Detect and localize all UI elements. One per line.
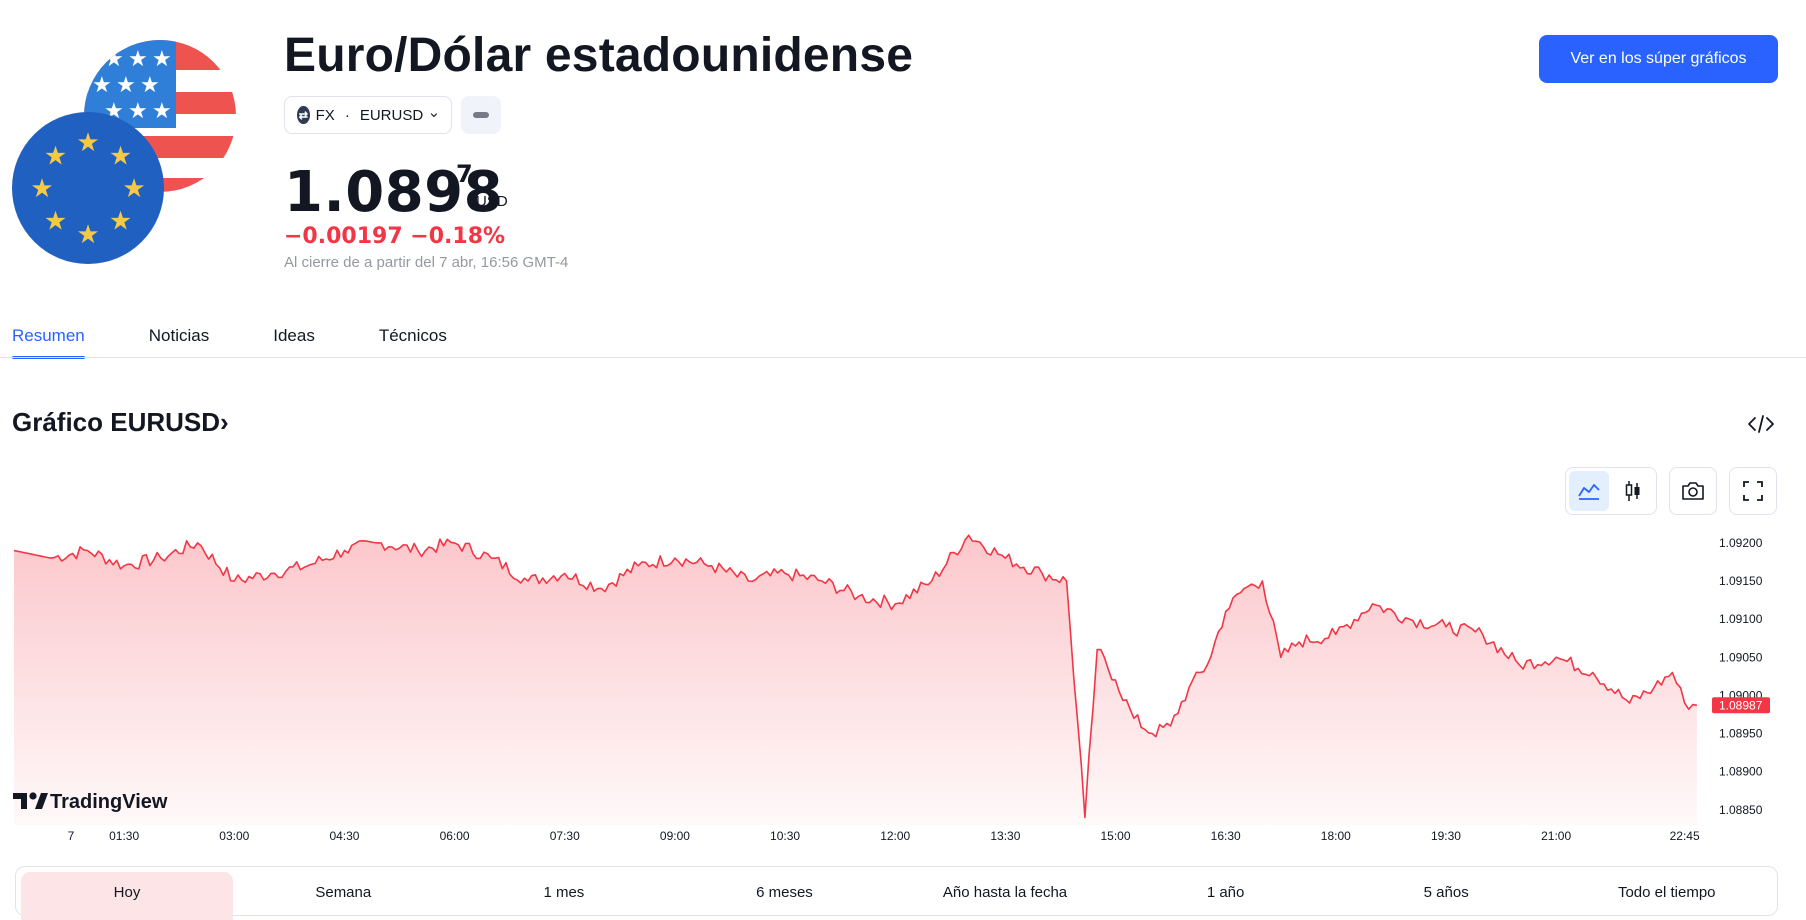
eu-star-icon: ★	[76, 128, 99, 158]
separator-dot: ·	[344, 106, 350, 124]
range-6-months[interactable]: 6 meses	[756, 884, 813, 901]
snapshot-button[interactable]	[1669, 467, 1717, 515]
x-tick-label: 22:45	[1670, 829, 1700, 843]
candlestick-chart-button[interactable]	[1613, 471, 1653, 511]
chart-title-link[interactable]: Gráfico EURUSD›	[12, 407, 229, 438]
eu-star-icon: ★	[44, 207, 67, 237]
svg-text:★: ★	[128, 47, 148, 72]
x-tick-label: 06:00	[440, 829, 470, 843]
exchange-label: FX	[315, 106, 335, 124]
x-tick-label: 21:00	[1541, 829, 1571, 843]
tab-tecnicos[interactable]: Técnicos	[378, 326, 447, 345]
page-title: Euro/Dólar estadounidense	[284, 29, 914, 82]
y-tick-label: 1.09200	[1719, 536, 1763, 550]
y-tick-label: 1.08950	[1719, 727, 1763, 741]
fullscreen-icon	[1743, 481, 1763, 501]
eu-star-icon: ★	[76, 220, 99, 250]
x-tick-label: 10:30	[770, 829, 800, 843]
area-chart-icon	[1578, 484, 1600, 500]
time-range-bar: Hoy Semana 1 mes 6 meses Año hasta la fe…	[15, 866, 1778, 920]
y-tick-label: 1.08850	[1719, 803, 1763, 817]
eu-star-icon: ★	[109, 207, 132, 237]
svg-text:★: ★	[152, 47, 172, 72]
last-price-marker	[1712, 697, 1770, 714]
market-status-button[interactable]	[461, 96, 501, 134]
x-tick-label: 07:30	[550, 829, 580, 843]
fullscreen-button[interactable]	[1729, 467, 1777, 515]
x-tick-label: 04:30	[329, 829, 359, 843]
price-currency: USD	[476, 193, 508, 210]
close-note: Al cierre de a partir del 7 abr, 16:56 G…	[284, 254, 569, 271]
eu-star-icon: ★	[30, 174, 53, 204]
watermark-text: TradingView	[50, 791, 168, 813]
exchange-badge-icon: ⇄	[297, 106, 310, 124]
chart-type-toggle	[1565, 467, 1657, 515]
range-all-time[interactable]: Todo el tiempo	[1617, 884, 1716, 901]
x-tick-label: 12:00	[880, 829, 910, 843]
price-line	[13, 534, 1698, 819]
y-tick-label: 1.09150	[1719, 574, 1763, 588]
eu-star-icon: ★	[109, 141, 132, 171]
svg-text:★: ★	[104, 47, 124, 72]
eu-star-icon: ★	[122, 174, 145, 204]
tab-bar: Resumen Noticias Ideas Técnicos	[12, 318, 447, 359]
x-tick-label: 15:00	[1101, 829, 1131, 843]
tab-ideas[interactable]: Ideas	[273, 326, 315, 345]
tradingview-logo-icon	[13, 792, 48, 809]
open-supercharts-button[interactable]: Ver en los súper gráficos	[1539, 35, 1778, 83]
tab-noticias[interactable]: Noticias	[148, 326, 210, 345]
tradingview-watermark: TradingView	[13, 791, 168, 813]
x-tick-label: 7	[68, 829, 75, 843]
svg-text:★: ★	[116, 73, 136, 98]
svg-text:★: ★	[92, 73, 112, 98]
last-price-label: 1.08987	[1719, 698, 1763, 712]
svg-text:★: ★	[152, 99, 172, 124]
range-5-years[interactable]: 5 años	[1423, 884, 1469, 901]
symbol-selector[interactable]: ⇄ FX · EURUSD	[284, 96, 452, 134]
price-area-fill	[14, 535, 1697, 825]
range-1-month[interactable]: 1 mes	[543, 884, 585, 901]
y-tick-label: 1.08900	[1719, 765, 1763, 779]
eu-flag-icon: ★ ★★★★★★★	[12, 112, 164, 264]
chevron-down-icon	[430, 113, 438, 118]
tab-resumen[interactable]: Resumen	[12, 318, 85, 359]
x-tick-label: 13:30	[990, 829, 1020, 843]
x-tick-label: 18:00	[1321, 829, 1351, 843]
y-tick-label: 1.09050	[1719, 650, 1763, 664]
eu-star-icon: ★	[44, 141, 67, 171]
x-tick-label: 09:00	[660, 829, 690, 843]
price-chart[interactable]: 1.092001.091501.091001.090501.090001.089…	[0, 520, 1806, 860]
price-main: 1.0898	[284, 160, 504, 225]
x-tick-label: 03:00	[219, 829, 249, 843]
chart-title: Gráfico EURUSD	[12, 407, 221, 437]
x-tick-label: 19:30	[1431, 829, 1461, 843]
range-week[interactable]: Semana	[315, 884, 372, 901]
tabs-divider	[0, 357, 1806, 358]
area-chart-button[interactable]	[1569, 471, 1609, 511]
market-status-icon	[473, 112, 489, 118]
symbol-label: EURUSD	[359, 106, 424, 124]
range-ytd[interactable]: Año hasta la fecha	[942, 884, 1068, 901]
range-today[interactable]: Hoy	[21, 872, 233, 920]
price-superscript: 7	[456, 160, 473, 188]
range-1-year[interactable]: 1 año	[1206, 884, 1245, 901]
chevron-right-icon: ›	[220, 407, 229, 437]
svg-text:★: ★	[128, 99, 148, 124]
price-change: −0.00197 −0.18%	[284, 224, 506, 249]
code-embed-icon[interactable]	[1746, 412, 1776, 436]
candlestick-icon	[1625, 481, 1640, 501]
x-tick-label: 16:30	[1211, 829, 1241, 843]
svg-text:★: ★	[140, 73, 160, 98]
y-tick-label: 1.09100	[1719, 612, 1763, 626]
camera-icon	[1682, 482, 1704, 500]
x-tick-label: 01:30	[109, 829, 139, 843]
us-flag-icon: ★ ★ ★ ★ ★ ★ ★ ★ ★	[84, 40, 236, 192]
